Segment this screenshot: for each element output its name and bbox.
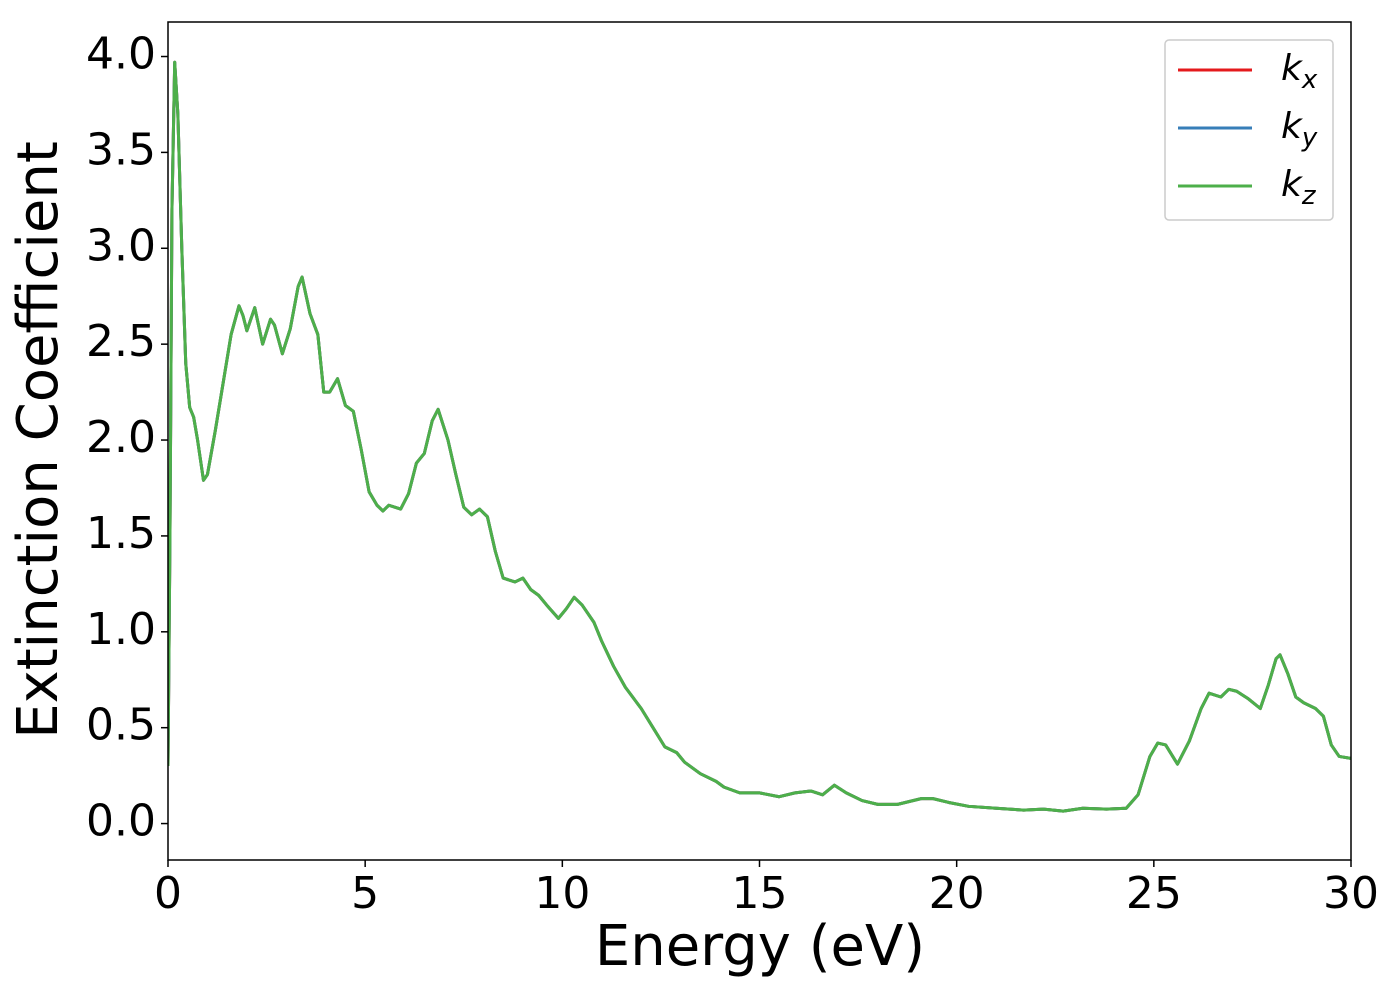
y-tick-label: 3.5 <box>86 124 156 175</box>
x-tick-label: 20 <box>929 868 985 919</box>
y-tick-label: 3.0 <box>86 220 156 271</box>
data-line <box>168 60 1351 813</box>
y-axis-label: Extinction Coefficient <box>6 141 71 739</box>
x-tick-label: 10 <box>534 868 590 919</box>
x-tick-label: 30 <box>1323 868 1379 919</box>
legend-box <box>1164 39 1334 221</box>
legend-label: ky <box>1281 106 1318 153</box>
legend-label: kz <box>1281 164 1317 211</box>
y-tick-label: 0.5 <box>86 700 156 751</box>
x-tick-label: 25 <box>1126 868 1182 919</box>
legend-label: kx <box>1281 48 1318 95</box>
plot-frame <box>167 21 1352 861</box>
y-tick-label: 1.5 <box>86 508 156 559</box>
y-tick-label: 2.0 <box>86 412 156 463</box>
x-tick-label: 5 <box>351 868 379 919</box>
y-tick-label: 0.0 <box>86 796 156 847</box>
y-tick-label: 2.5 <box>86 316 156 367</box>
y-tick-label: 1.0 <box>86 604 156 655</box>
x-axis-label: Energy (eV) <box>595 914 925 979</box>
x-tick-label: 0 <box>154 868 182 919</box>
x-tick-label: 15 <box>732 868 788 919</box>
y-tick-label: 4.0 <box>86 29 156 80</box>
